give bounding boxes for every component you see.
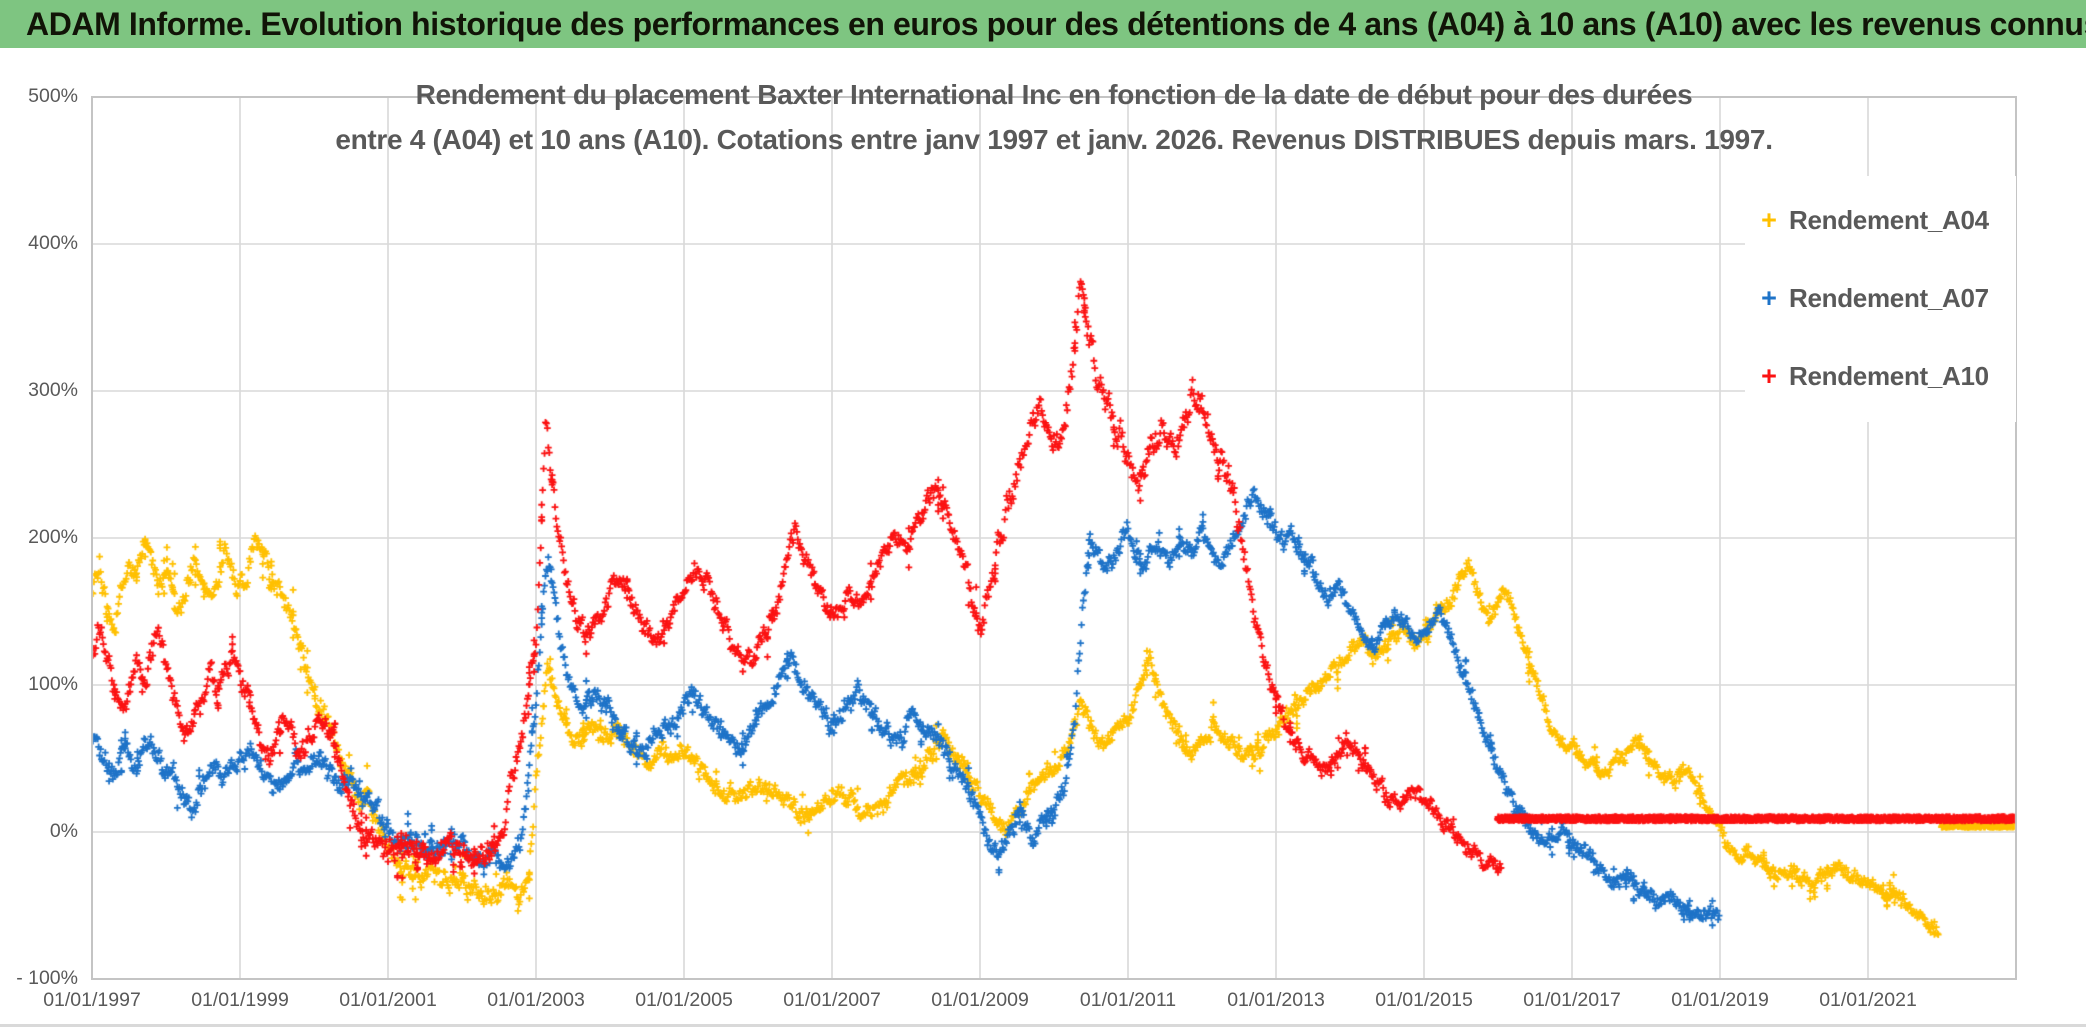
plus-marker-icon-a10: + [1761,360,1777,391]
plus-marker-icon-a04: + [1761,204,1777,235]
chart-title: Rendement du placement Baxter Internatio… [92,72,2016,162]
x-axis-tick-label: 01/01/2003 [487,989,585,1011]
x-axis-tick-label: 01/01/2005 [635,989,733,1011]
legend: + Rendement_A04 + Rendement_A07 + Rendem… [1745,176,2016,422]
y-axis-tick-label: 0% [49,820,78,842]
x-axis-tick-label: 01/01/1999 [191,989,289,1011]
legend-item-rendement-a07: + Rendement_A07 [1745,262,2016,334]
y-axis-tick-label: 300% [28,379,78,401]
x-axis-tick-label: 01/01/2001 [339,989,437,1011]
legend-label-a10: Rendement_A10 [1789,360,1989,391]
legend-item-rendement-a10: + Rendement_A10 [1745,340,2016,412]
x-axis-tick-label: 01/01/2015 [1375,989,1473,1011]
legend-label-a07: Rendement_A07 [1789,282,1989,313]
chart-title-line-1: Rendement du placement Baxter Internatio… [415,79,1693,110]
y-axis-tick-label: - 100% [16,967,78,989]
legend-item-rendement-a04: + Rendement_A04 [1745,184,2016,256]
x-axis-tick-label: 01/01/2007 [783,989,881,1011]
y-axis-tick-label: 400% [28,232,78,254]
x-axis-tick-label: 01/01/2013 [1227,989,1325,1011]
y-axis-tick-label: 200% [28,526,78,548]
legend-label-a04: Rendement_A04 [1789,204,1989,235]
x-axis-tick-label: 01/01/2019 [1671,989,1769,1011]
x-axis-tick-label: 01/01/1997 [43,989,141,1011]
y-axis-tick-label: 100% [28,673,78,695]
x-axis-tick-label: 01/01/2009 [931,989,1029,1011]
chart-title-line-2: entre 4 (A04) et 10 ans (A10). Cotations… [335,124,1773,155]
y-axis-tick-label: 500% [28,85,78,107]
x-axis-tick-label: 01/01/2017 [1523,989,1621,1011]
x-axis-tick-label: 01/01/2021 [1819,989,1917,1011]
x-axis-tick-label: 01/01/2011 [1079,989,1177,1011]
plus-marker-icon-a07: + [1761,282,1777,313]
